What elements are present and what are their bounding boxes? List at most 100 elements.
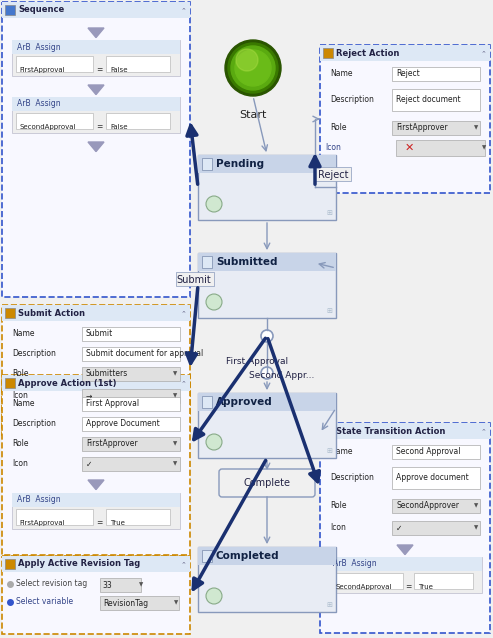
Text: ▼: ▼ — [174, 394, 177, 399]
Text: Name: Name — [12, 329, 35, 339]
Text: True: True — [110, 520, 125, 526]
Text: ✕: ✕ — [404, 143, 414, 153]
Circle shape — [206, 434, 222, 450]
Bar — [198, 547, 336, 612]
Bar — [198, 155, 336, 173]
Text: Submitted: Submitted — [216, 257, 278, 267]
Bar — [106, 56, 170, 72]
Text: Description: Description — [330, 96, 374, 105]
Bar — [82, 327, 179, 341]
Polygon shape — [88, 480, 104, 489]
Text: Icon: Icon — [330, 524, 346, 533]
Bar — [414, 573, 473, 589]
Text: Select revision tag: Select revision tag — [16, 579, 87, 588]
Bar — [5, 559, 15, 569]
Text: Completed: Completed — [216, 551, 280, 561]
Text: Name: Name — [330, 447, 352, 457]
Bar — [323, 426, 333, 436]
Bar — [82, 367, 179, 381]
Text: Name: Name — [330, 70, 352, 78]
Circle shape — [231, 46, 275, 90]
Bar — [82, 397, 179, 411]
Bar — [323, 48, 333, 58]
Text: Complete: Complete — [244, 478, 290, 488]
Text: ArB  Assign: ArB Assign — [17, 100, 61, 108]
Text: Reject document: Reject document — [396, 96, 461, 105]
Bar — [106, 509, 170, 525]
Text: Start: Start — [239, 110, 267, 120]
Text: FirstApproval: FirstApproval — [19, 67, 65, 73]
Text: ⊞: ⊞ — [326, 210, 332, 216]
Text: =: = — [405, 582, 411, 591]
Text: =: = — [96, 66, 103, 75]
Text: =: = — [96, 519, 103, 528]
Bar — [16, 56, 93, 72]
Bar — [198, 155, 336, 220]
Bar — [12, 40, 180, 54]
Text: Role: Role — [12, 440, 29, 449]
Bar — [198, 547, 336, 565]
Text: Second Approval: Second Approval — [396, 447, 460, 457]
Text: Role: Role — [330, 124, 347, 133]
Circle shape — [235, 50, 271, 86]
Bar — [2, 556, 190, 572]
Text: ⊞: ⊞ — [326, 602, 332, 608]
Bar — [106, 113, 170, 129]
Bar — [82, 457, 179, 471]
Text: Approved: Approved — [216, 397, 273, 407]
Text: 33: 33 — [103, 581, 112, 590]
Text: ▼: ▼ — [482, 145, 487, 151]
Text: Submit document for approval: Submit document for approval — [86, 350, 203, 359]
Bar — [202, 396, 212, 408]
Text: ⌃: ⌃ — [180, 561, 186, 567]
Bar — [2, 2, 190, 297]
Text: Pending: Pending — [216, 159, 264, 169]
Bar — [2, 375, 190, 391]
Bar — [320, 423, 490, 439]
Text: False: False — [110, 67, 128, 73]
Text: FirstApprover: FirstApprover — [396, 124, 448, 133]
Polygon shape — [88, 142, 104, 152]
Bar — [2, 305, 190, 321]
Polygon shape — [397, 545, 413, 554]
Text: Submit: Submit — [86, 329, 113, 339]
Bar — [202, 256, 212, 268]
Circle shape — [236, 49, 258, 71]
Bar — [320, 423, 490, 633]
FancyBboxPatch shape — [219, 469, 315, 497]
Circle shape — [228, 43, 278, 93]
Text: ▼: ▼ — [139, 582, 143, 588]
Text: ⌃: ⌃ — [480, 50, 486, 56]
Text: ✓: ✓ — [396, 524, 403, 533]
Text: ⊞: ⊞ — [326, 308, 332, 314]
Text: Description: Description — [330, 473, 374, 482]
Bar — [315, 167, 351, 181]
Bar — [82, 347, 179, 361]
Circle shape — [225, 40, 281, 96]
Text: Icon: Icon — [12, 392, 28, 401]
Text: ▼: ▼ — [174, 461, 177, 466]
Text: ArB  Assign: ArB Assign — [17, 43, 61, 52]
Bar — [392, 121, 480, 135]
Bar — [392, 499, 480, 513]
Bar — [100, 596, 179, 610]
Circle shape — [261, 367, 273, 379]
Bar — [16, 509, 93, 525]
Text: ✓: ✓ — [86, 459, 92, 468]
Text: FirstApprover: FirstApprover — [86, 440, 138, 449]
Text: Icon: Icon — [12, 459, 28, 468]
Text: ⌃: ⌃ — [180, 7, 186, 13]
Text: True: True — [418, 584, 433, 590]
Bar — [198, 393, 336, 411]
Bar — [320, 45, 490, 193]
Bar — [12, 97, 180, 133]
Text: ▼: ▼ — [474, 526, 478, 531]
Text: ArB  Assign: ArB Assign — [17, 496, 61, 505]
Text: ⌃: ⌃ — [180, 310, 186, 316]
Bar — [198, 253, 336, 271]
Bar — [320, 45, 490, 61]
Bar — [392, 445, 480, 459]
Bar — [392, 67, 480, 81]
Bar — [5, 378, 15, 388]
Text: Reject Action: Reject Action — [336, 48, 399, 57]
